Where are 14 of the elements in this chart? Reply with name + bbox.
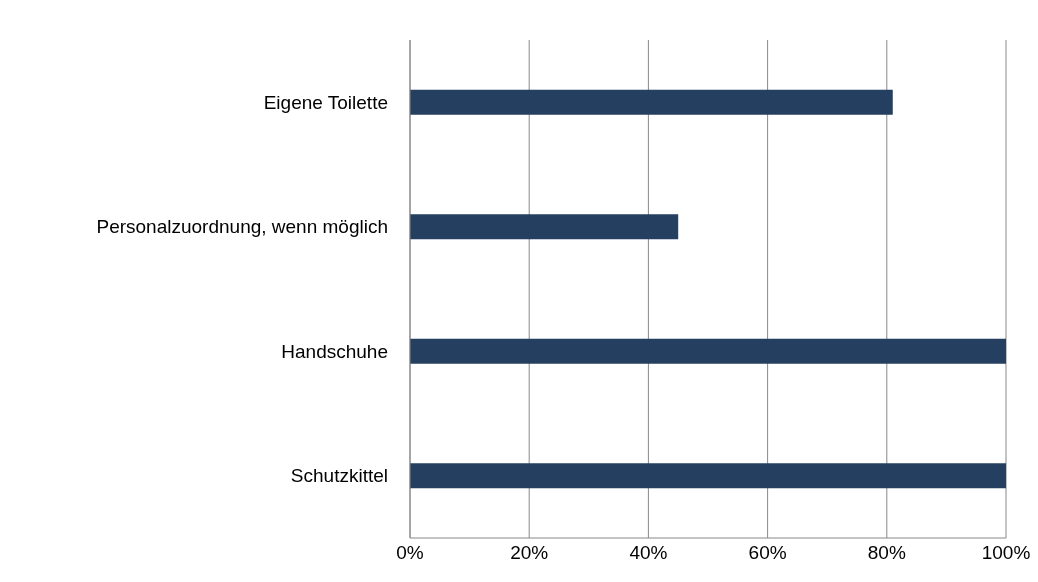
bar — [410, 338, 1006, 364]
y-tick-label: Schutzkittel — [290, 465, 388, 487]
x-tick-label: 20% — [510, 542, 549, 564]
x-tick-label: 60% — [748, 542, 787, 564]
y-tick-label: Handschuhe — [281, 340, 388, 362]
y-tick-label: Eigene Toilette — [263, 92, 388, 113]
x-tick-label: 40% — [629, 542, 668, 564]
bar — [410, 463, 1006, 489]
x-tick-label: 80% — [867, 542, 906, 564]
x-tick-label: 0% — [396, 542, 424, 564]
bar — [410, 214, 679, 240]
bar — [410, 89, 893, 115]
y-tick-label: Personalzuordnung, wenn möglich — [96, 216, 388, 238]
x-tick-label: 100% — [981, 542, 1031, 564]
